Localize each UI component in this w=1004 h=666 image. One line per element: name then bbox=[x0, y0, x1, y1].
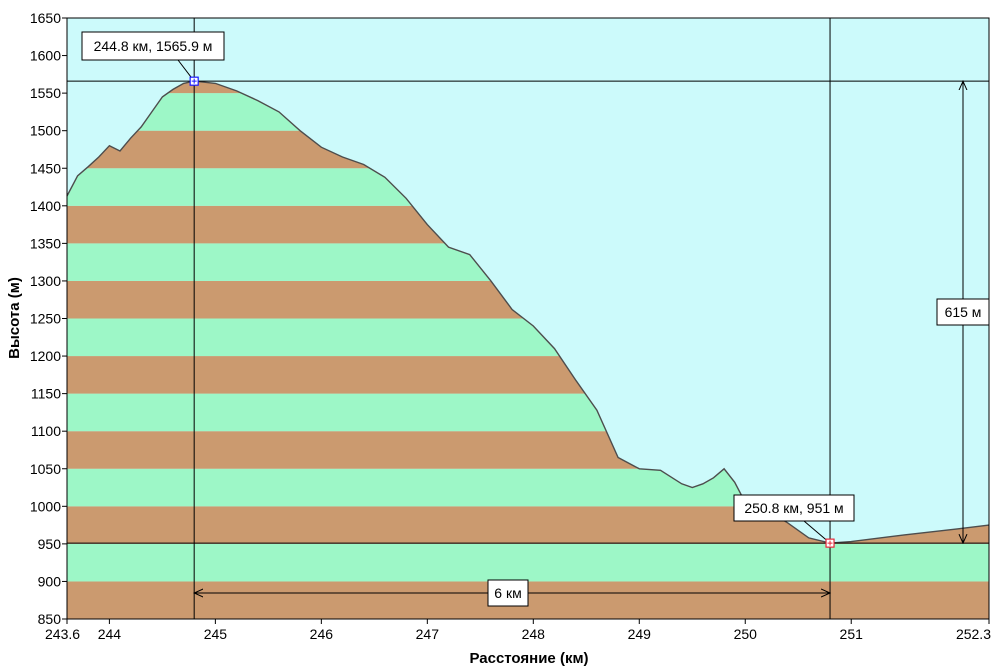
x-tick-label: 243.6 bbox=[45, 626, 80, 642]
distance-label-box bbox=[487, 579, 529, 607]
y-axis-title: Высота (м) bbox=[6, 277, 23, 359]
y-tick-label: 1300 bbox=[30, 273, 61, 289]
end-point-label: 250.8 км, 951 м bbox=[744, 500, 843, 516]
y-tick-label: 1250 bbox=[30, 311, 61, 327]
start-point-label: 244.8 км, 1565.9 м bbox=[94, 38, 213, 54]
height-difference-label: 615 м bbox=[945, 304, 982, 320]
x-axis-title: Расстояние (км) bbox=[469, 650, 588, 666]
x-tick-label: 250 bbox=[734, 626, 758, 642]
height-difference-label-box bbox=[936, 298, 990, 326]
callouts: 244.8 км, 1565.9 м 250.8 км, 951 м 6 км … bbox=[81, 31, 990, 607]
y-tick-label: 1150 bbox=[31, 386, 61, 402]
start-point-marker-cross bbox=[191, 78, 197, 84]
y-tick-label: 1050 bbox=[30, 461, 61, 477]
y-tick-label: 1500 bbox=[30, 123, 61, 139]
x-tick-label: 246 bbox=[310, 626, 334, 642]
y-tick-label: 1400 bbox=[30, 198, 61, 214]
y-tick-label: 850 bbox=[38, 611, 62, 627]
y-tick-label: 1550 bbox=[30, 85, 61, 101]
y-tick-label: 1000 bbox=[30, 498, 61, 514]
x-tick-label: 247 bbox=[416, 626, 440, 642]
y-tick-label: 1650 bbox=[30, 10, 61, 26]
y-tick-label: 900 bbox=[38, 573, 62, 589]
y-tick-label: 1100 bbox=[31, 423, 61, 439]
y-tick-label: 1600 bbox=[30, 48, 61, 64]
x-tick-label: 251 bbox=[840, 626, 864, 642]
point-markers bbox=[189, 76, 835, 548]
terrain-band bbox=[67, 543, 989, 582]
end-point-marker-cross bbox=[827, 540, 833, 546]
start-point-label-box bbox=[81, 31, 225, 61]
x-tick-label: 252.3 bbox=[956, 626, 991, 642]
y-tick-label: 1450 bbox=[30, 160, 61, 176]
y-axis-ticks: 1650 1600 1550 1500 1450 1400 1350 1300 1250 1200… bbox=[30, 10, 67, 627]
y-tick-label: 1200 bbox=[30, 348, 61, 364]
end-point-label-box bbox=[733, 494, 855, 522]
x-tick-label: 248 bbox=[522, 626, 546, 642]
distance-label: 6 км bbox=[494, 585, 521, 601]
x-tick-label: 245 bbox=[204, 626, 228, 642]
y-tick-label: 950 bbox=[38, 536, 62, 552]
x-axis-ticks: 243.6 244 245 246 247 248 249 250 251 252.3 bbox=[45, 619, 991, 642]
x-tick-label: 249 bbox=[628, 626, 652, 642]
y-tick-label: 1350 bbox=[30, 235, 61, 251]
x-tick-label: 244 bbox=[98, 626, 122, 642]
